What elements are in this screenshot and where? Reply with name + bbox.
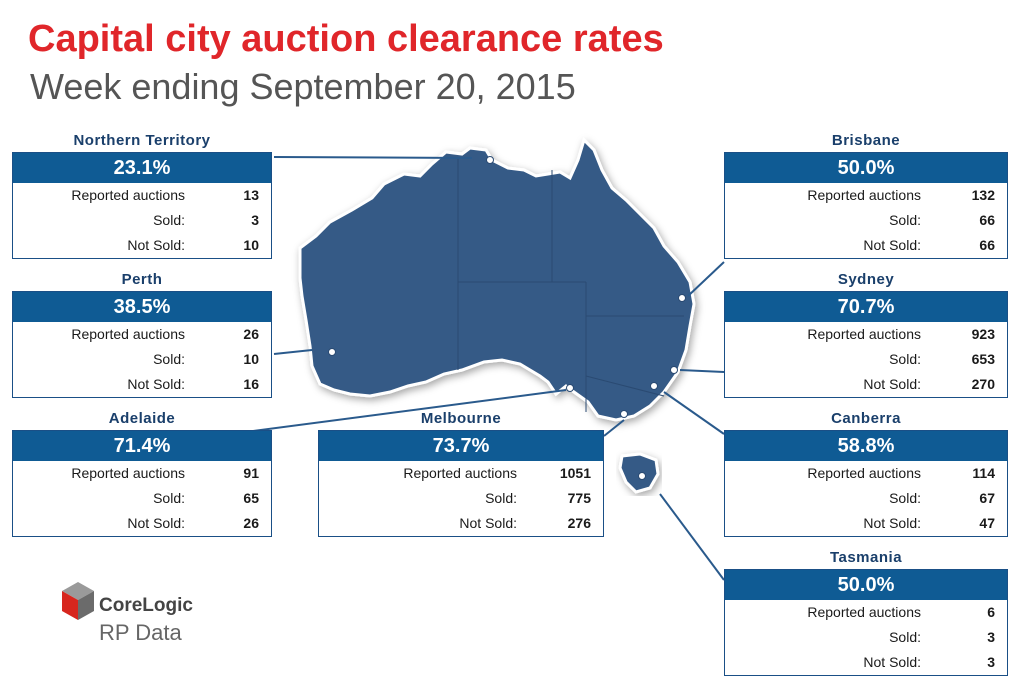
page-title: Capital city auction clearance rates	[28, 18, 664, 60]
not-sold-value: 3	[987, 654, 995, 670]
reported-label: Reported auctions	[71, 326, 185, 342]
page-subtitle: Week ending September 20, 2015	[30, 66, 576, 107]
sold-label: Sold:	[889, 351, 921, 367]
city-name: Perth	[121, 271, 163, 288]
sold-label: Sold:	[153, 212, 185, 228]
not-sold-value: 66	[979, 237, 995, 253]
sold-label: Sold:	[889, 490, 921, 506]
city-name: Adelaide	[108, 410, 176, 427]
clearance-rate: 71.4%	[13, 431, 271, 461]
perth-marker	[328, 348, 336, 356]
not-sold-label: Not Sold:	[127, 376, 185, 392]
reported-label: Reported auctions	[403, 465, 517, 481]
sold-value: 67	[979, 490, 995, 506]
canberra-marker	[650, 382, 658, 390]
city-name: Melbourne	[420, 410, 502, 427]
city-name: Sydney	[837, 271, 895, 288]
leader-lines	[229, 156, 725, 581]
city-panel-adelaide: Adelaide 71.4% Reported auctions 91 Sold:…	[12, 408, 272, 537]
clearance-rate: 58.8%	[725, 431, 1007, 461]
reported-label: Reported auctions	[807, 187, 921, 203]
stats-box: 50.0% Reported auctions 6 Sold: 3 Not Sold…	[724, 569, 1008, 676]
city-panel-tasmania: Tasmania 50.0% Reported auctions 6 Sold: 3…	[724, 547, 1008, 676]
reported-value: 91	[243, 465, 259, 481]
darwin-marker	[486, 156, 494, 164]
reported-value: 13	[243, 187, 259, 203]
city-panel-canberra: Canberra 58.8% Reported auctions 114 Sold…	[724, 408, 1008, 537]
not-sold-value: 270	[971, 376, 995, 392]
sold-label: Sold:	[153, 490, 185, 506]
clearance-rate: 50.0%	[725, 153, 1007, 183]
city-panel-northern-territory: Northern Territory 23.1% Reported auctio…	[12, 130, 272, 259]
city-name: Tasmania	[829, 549, 903, 566]
reported-value: 6	[987, 604, 995, 620]
adelaide-marker	[566, 384, 574, 392]
state-borders	[457, 158, 684, 412]
logo-brand: CoreLogic	[99, 595, 193, 616]
not-sold-value: 16	[243, 376, 259, 392]
not-sold-label: Not Sold:	[127, 237, 185, 253]
sold-label: Sold:	[889, 212, 921, 228]
sydney-marker	[670, 366, 678, 374]
stats-box: 71.4% Reported auctions 91 Sold: 65 Not So…	[12, 430, 272, 537]
clearance-rate: 50.0%	[725, 570, 1007, 600]
city-panel-perth: Perth 38.5% Reported auctions 26 Sold: 10 …	[12, 269, 272, 398]
not-sold-label: Not Sold:	[127, 515, 185, 531]
stats-box: 50.0% Reported auctions 132 Sold: 66 Not S…	[724, 152, 1008, 259]
city-name: Northern Territory	[73, 132, 211, 149]
reported-label: Reported auctions	[807, 604, 921, 620]
sold-value: 3	[987, 629, 995, 645]
not-sold-value: 276	[567, 515, 591, 531]
stats-box: 23.1% Reported auctions 13 Sold: 3 Not Sol…	[12, 152, 272, 259]
not-sold-value: 47	[979, 515, 995, 531]
reported-value: 26	[243, 326, 259, 342]
reported-value: 132	[971, 187, 995, 203]
brisbane-marker	[678, 294, 686, 302]
stats-box: 38.5% Reported auctions 26 Sold: 10 Not So…	[12, 291, 272, 398]
reported-label: Reported auctions	[807, 465, 921, 481]
reported-label: Reported auctions	[807, 326, 921, 342]
not-sold-label: Not Sold:	[459, 515, 517, 531]
city-name: Canberra	[831, 410, 901, 427]
sold-value: 653	[971, 351, 995, 367]
not-sold-label: Not Sold:	[863, 237, 921, 253]
sold-value: 775	[567, 490, 591, 506]
not-sold-label: Not Sold:	[863, 654, 921, 670]
tasmania-island	[618, 452, 660, 494]
not-sold-value: 10	[243, 237, 259, 253]
clearance-rate: 38.5%	[13, 292, 271, 322]
sold-label: Sold:	[889, 629, 921, 645]
not-sold-value: 26	[243, 515, 259, 531]
clearance-rate: 73.7%	[319, 431, 603, 461]
stats-box: 58.8% Reported auctions 114 Sold: 67 Not S…	[724, 430, 1008, 537]
city-panel-melbourne: Melbourne 73.7% Reported auctions 1051 So…	[318, 408, 604, 537]
stats-box: 70.7% Reported auctions 923 Sold: 653 Not …	[724, 291, 1008, 398]
reported-value: 114	[972, 465, 995, 481]
sold-label: Sold:	[153, 351, 185, 367]
corelogic-logo-icon	[62, 582, 94, 620]
logo-sub: RP Data	[99, 620, 182, 645]
reported-label: Reported auctions	[71, 187, 185, 203]
sold-label: Sold:	[485, 490, 517, 506]
city-panel-brisbane: Brisbane 50.0% Reported auctions 132 Sold…	[724, 130, 1008, 259]
sold-value: 66	[979, 212, 995, 228]
reported-value: 1051	[559, 465, 591, 481]
clearance-rate: 70.7%	[725, 292, 1007, 322]
city-markers	[328, 156, 686, 480]
city-panel-sydney: Sydney 70.7% Reported auctions 923 Sold: 6…	[724, 269, 1008, 398]
city-name: Brisbane	[831, 132, 901, 149]
sold-value: 10	[243, 351, 259, 367]
hobart-marker	[638, 472, 646, 480]
not-sold-label: Not Sold:	[863, 515, 921, 531]
melbourne-marker	[620, 410, 628, 418]
reported-value: 923	[971, 326, 995, 342]
stats-box: 73.7% Reported auctions 1051 Sold: 775 Not…	[318, 430, 604, 537]
reported-label: Reported auctions	[71, 465, 185, 481]
australia-mainland	[298, 137, 696, 422]
clearance-rate: 23.1%	[13, 153, 271, 183]
sold-value: 3	[251, 212, 259, 228]
sold-value: 65	[243, 490, 259, 506]
not-sold-label: Not Sold:	[863, 376, 921, 392]
